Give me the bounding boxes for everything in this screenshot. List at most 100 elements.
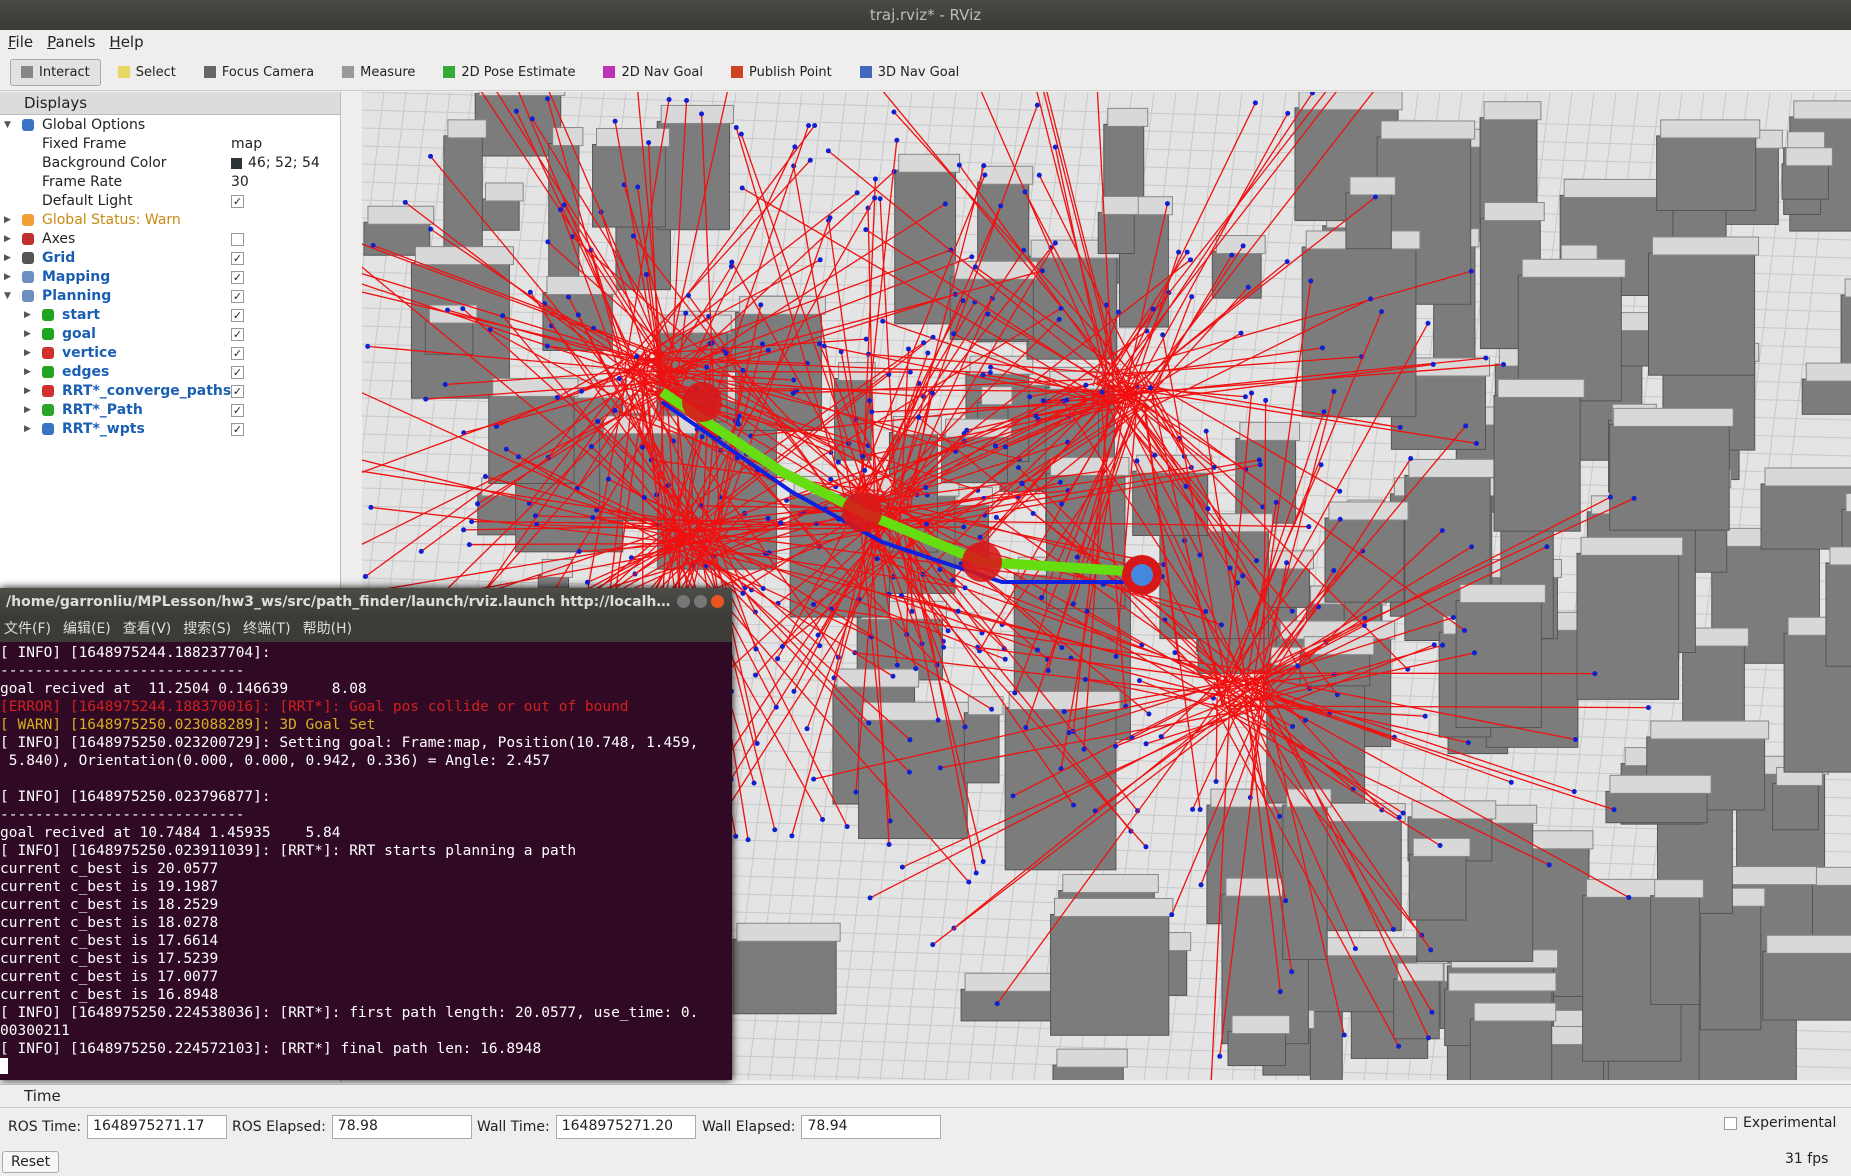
obstacle-top (1057, 1049, 1127, 1067)
field-value[interactable]: 78.98 (332, 1115, 472, 1139)
tool-button[interactable]: Publish Point (720, 59, 843, 86)
expander[interactable]: ▶ (24, 382, 31, 401)
expander[interactable]: ▶ (24, 306, 31, 325)
obstacle-top (1830, 547, 1851, 565)
rrt-vertex (908, 370, 913, 375)
rrt-vertex (789, 833, 794, 838)
maximize[interactable] (694, 595, 707, 608)
tool-button[interactable]: Select (107, 59, 187, 86)
reset-button[interactable]: Reset (2, 1151, 59, 1173)
expander[interactable]: ▶ (24, 420, 31, 439)
obstacle-top (1102, 196, 1138, 214)
menu-item[interactable]: Panels (47, 30, 95, 54)
expander[interactable]: ▶ (24, 363, 31, 382)
terminal-menu-item[interactable]: 文件(F) (4, 616, 51, 642)
expander[interactable]: ▶ (24, 401, 31, 420)
expander[interactable]: ▶ (4, 249, 11, 268)
checkbox[interactable]: ✓ (231, 271, 244, 284)
expander[interactable]: ▼ (4, 287, 11, 306)
display-value[interactable]: map (231, 135, 262, 154)
window-title: traj.rviz* - RViz (0, 0, 1851, 30)
tree-row[interactable]: ▶RRT*_Path✓ (0, 401, 340, 420)
rrt-vertex (891, 109, 896, 114)
terminal-menu-item[interactable]: 查看(V) (123, 616, 172, 642)
tree-row[interactable]: ▶vertice✓ (0, 344, 340, 363)
checkbox[interactable]: ✓ (231, 252, 244, 265)
tree-row[interactable]: ▶Mapping✓ (0, 268, 340, 287)
checkbox[interactable]: ✓ (231, 366, 244, 379)
checkbox[interactable]: ✓ (231, 309, 244, 322)
field-value[interactable]: 1648975271.17 (87, 1115, 227, 1139)
checkbox[interactable] (231, 233, 244, 246)
field-value[interactable]: 1648975271.20 (556, 1115, 696, 1139)
obstacle-side (1648, 253, 1754, 375)
time-field: ROS Time:1648975271.17 (8, 1115, 227, 1139)
display-label: RRT*_wpts (62, 420, 145, 439)
rrt-vertex (467, 542, 472, 547)
expander[interactable]: ▶ (4, 211, 11, 230)
obstacle-side (1310, 1003, 1342, 1080)
minimize[interactable] (677, 595, 690, 608)
expander[interactable]: ▶ (4, 230, 11, 249)
terminal-menu-item[interactable]: 搜索(S) (183, 616, 231, 642)
checkbox[interactable]: ✓ (231, 404, 244, 417)
terminal-menu-item[interactable]: 帮助(H) (303, 616, 352, 642)
tree-row[interactable]: ▶ RRT*_wpts ✓ (0, 420, 340, 439)
rrt-vertex (995, 1001, 1000, 1006)
close[interactable] (711, 595, 724, 608)
tool-button[interactable]: 2D Pose Estimate (432, 59, 586, 86)
checkbox[interactable]: ✓ (231, 347, 244, 360)
menu-item[interactable]: Help (109, 30, 143, 54)
rrt-vertex (423, 397, 428, 402)
checkbox[interactable] (1724, 1117, 1737, 1130)
rrt-vertex (1035, 648, 1040, 653)
tree-row[interactable]: ▶goal✓ (0, 325, 340, 344)
display-value[interactable]: 46; 52; 54 (248, 154, 320, 173)
display-icon (22, 214, 34, 226)
display-value[interactable]: 30 (231, 173, 249, 192)
rrt-vertex (365, 344, 370, 349)
tree-row[interactable]: ▶Grid✓ (0, 249, 340, 268)
blank-line (0, 770, 732, 788)
tool-button[interactable]: Focus Camera (193, 59, 325, 86)
obstacle-top (1412, 801, 1496, 819)
tree-row[interactable]: ▶edges✓ (0, 363, 340, 382)
tool-label: 2D Nav Goal (621, 65, 703, 80)
tree-row[interactable]: ▶start✓ (0, 306, 340, 325)
terminal-menu-item[interactable]: 编辑(E) (63, 616, 111, 642)
tree-row[interactable]: ▼Planning✓ (0, 287, 340, 306)
expander[interactable]: ▶ (4, 268, 11, 287)
tree-row[interactable]: ▼Global Options (0, 116, 340, 135)
rrt-vertex (566, 294, 571, 299)
tool-button[interactable]: 2D Nav Goal (592, 59, 714, 86)
rrt-vertex (1408, 456, 1413, 461)
expander[interactable]: ▶ (24, 325, 31, 344)
rrt-vertex (634, 354, 639, 359)
expander[interactable]: ▼ (4, 116, 11, 135)
menu-item[interactable]: File (8, 30, 33, 54)
display-icon (42, 328, 54, 340)
field-value[interactable]: 78.94 (801, 1115, 941, 1139)
checkbox[interactable]: ✓ (231, 328, 244, 341)
tree-row[interactable]: ▶RRT*_converge_paths✓ (0, 382, 340, 401)
rrt-vertex (1303, 718, 1308, 723)
tree-row[interactable]: Default Light✓ (0, 192, 340, 211)
checkbox[interactable]: ✓ (231, 423, 244, 436)
tool-button[interactable]: Interact (10, 59, 101, 86)
tool-button[interactable]: 3D Nav Goal (849, 59, 971, 86)
rrt-vertex (836, 460, 841, 465)
tool-button[interactable]: Measure (331, 59, 426, 86)
rrt-vertex (1398, 425, 1403, 430)
tree-row[interactable]: ▶Global Status: Warn (0, 211, 340, 230)
terminal-menu-item[interactable]: 终端(T) (243, 616, 290, 642)
checkbox[interactable]: ✓ (231, 290, 244, 303)
rrt-vertex (964, 428, 969, 433)
checkbox[interactable]: ✓ (231, 195, 244, 208)
checkbox[interactable]: ✓ (231, 385, 244, 398)
tree-row[interactable]: ▶Axes (0, 230, 340, 249)
experimental[interactable]: Experimental (1724, 1115, 1836, 1131)
expander[interactable]: ▶ (24, 344, 31, 363)
